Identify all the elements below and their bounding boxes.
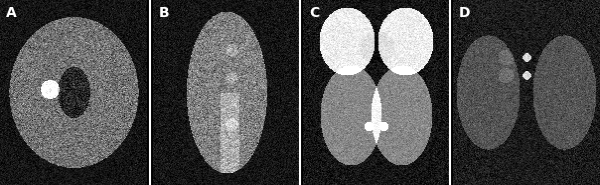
Text: A: A [6, 6, 17, 20]
Text: D: D [459, 6, 470, 20]
Text: C: C [309, 6, 319, 20]
Text: B: B [159, 6, 170, 20]
